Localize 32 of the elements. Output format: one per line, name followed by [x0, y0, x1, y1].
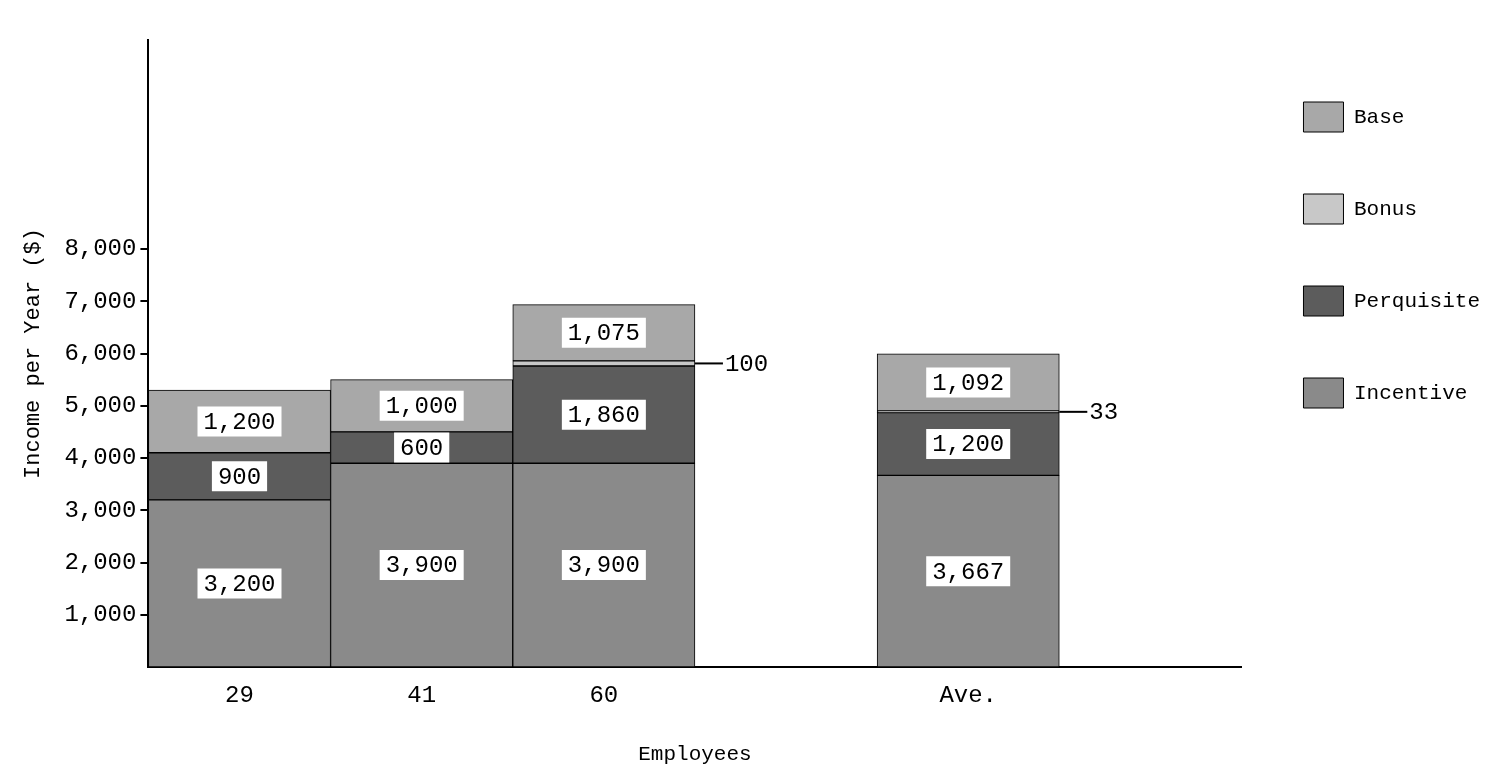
- legend-label: Bonus: [1353, 197, 1417, 221]
- data-label: 3,900: [567, 552, 640, 580]
- y-tick-label: 7,000: [64, 287, 137, 315]
- x-tick-label: 29: [225, 681, 254, 709]
- data-label: 1,000: [385, 393, 458, 421]
- data-label: 3,667: [932, 558, 1005, 586]
- x-axis-title: Employees: [638, 742, 752, 766]
- y-tick-label: 1,000: [64, 601, 137, 629]
- data-label: 1,092: [932, 369, 1005, 397]
- data-label: 1,200: [932, 431, 1005, 459]
- y-tick-label: 6,000: [64, 339, 137, 367]
- y-axis-title: Income per Year ($): [21, 228, 47, 479]
- x-tick-label: 60: [589, 681, 619, 709]
- data-label: 33: [1089, 399, 1119, 427]
- legend-label: Perquisite: [1353, 289, 1481, 313]
- data-label: 1,200: [203, 408, 276, 436]
- y-tick-label: 4,000: [64, 444, 137, 472]
- y-tick-label: 2,000: [64, 548, 137, 576]
- data-label: 1,860: [567, 401, 640, 429]
- data-label: 100: [724, 350, 769, 378]
- y-tick-label: 3,000: [64, 496, 137, 524]
- legend-label: Incentive: [1353, 381, 1468, 405]
- data-label: 1,075: [567, 320, 640, 348]
- x-tick-label: 41: [407, 681, 437, 709]
- data-label: 600: [400, 434, 444, 462]
- x-tick-label: Ave.: [939, 681, 998, 709]
- y-tick-label: 8,000: [64, 235, 137, 263]
- data-label: 900: [217, 463, 262, 491]
- legend-label: Base: [1353, 105, 1405, 129]
- data-label: 3,900: [385, 552, 458, 580]
- y-tick-label: 5,000: [64, 392, 137, 420]
- data-label: 3,200: [203, 570, 276, 598]
